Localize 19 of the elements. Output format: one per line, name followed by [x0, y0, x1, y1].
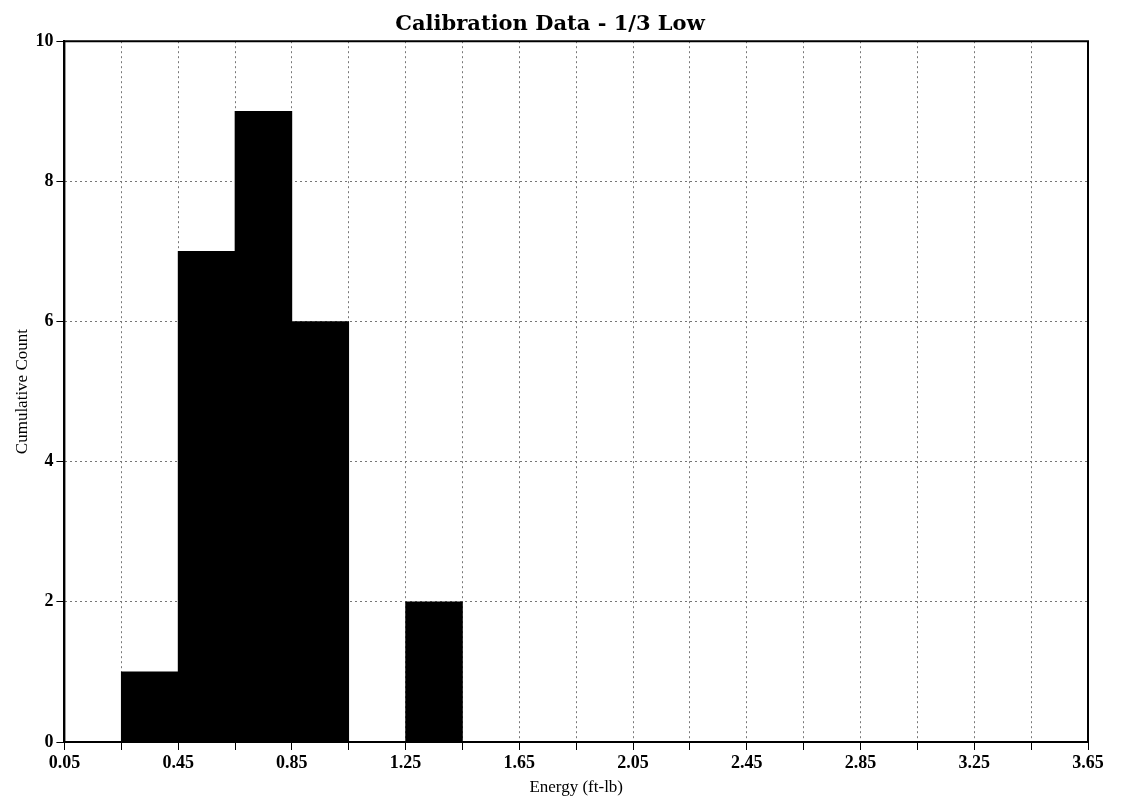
x-tick-label: 3.65	[1072, 752, 1104, 773]
y-axis-title: Cumulative Count	[11, 328, 31, 455]
chart-title: Calibration Data - 1/3 Low	[395, 10, 706, 36]
x-tick-label: 1.65	[503, 752, 536, 773]
x-tick-label: 2.85	[844, 752, 877, 773]
x-tick-label: 1.25	[389, 752, 422, 773]
x-tick-label: 0.85	[276, 752, 308, 773]
x-tick-label: 0.05	[48, 752, 81, 773]
x-tick-label: 2.45	[731, 752, 763, 773]
y-tick-label: 8	[44, 170, 54, 191]
x-tick-label: 3.25	[958, 752, 991, 773]
y-tick-label: 4	[44, 450, 54, 471]
y-tick-label: 2	[44, 590, 54, 611]
y-tick-label: 0	[44, 730, 54, 751]
x-tick-label: 2.05	[617, 752, 649, 773]
x-axis-title: Energy (ft-lb)	[529, 777, 624, 797]
y-tick-label: 10	[35, 29, 54, 50]
y-tick-label: 6	[44, 310, 54, 331]
x-tick-label: 0.45	[162, 752, 194, 773]
